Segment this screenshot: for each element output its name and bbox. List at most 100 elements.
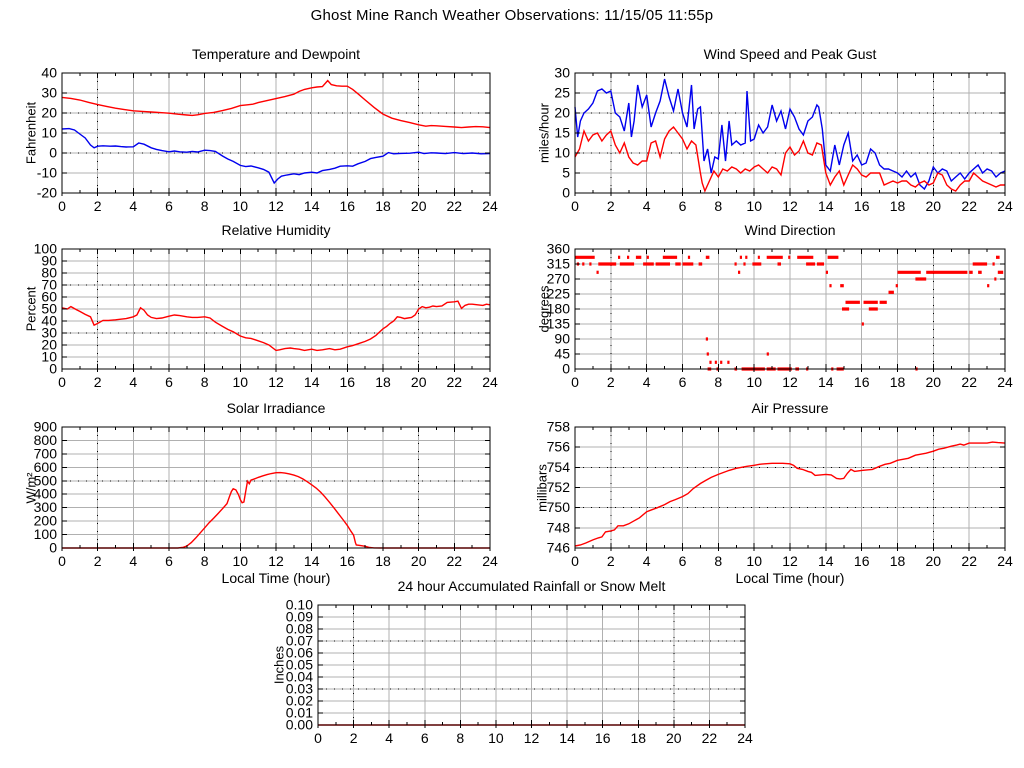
svg-text:800: 800 (34, 432, 58, 448)
svg-text:12: 12 (268, 553, 284, 569)
svg-text:8: 8 (456, 730, 464, 746)
svg-text:22: 22 (961, 198, 977, 214)
svg-text:6: 6 (165, 374, 173, 390)
svg-text:14: 14 (559, 730, 575, 746)
svg-text:40: 40 (41, 313, 57, 329)
svg-text:6: 6 (679, 553, 687, 569)
x-axis-label: Local Time (hour) (735, 570, 845, 586)
svg-text:0: 0 (571, 553, 579, 569)
svg-text:12: 12 (782, 198, 798, 214)
svg-text:10: 10 (746, 374, 762, 390)
plot-area: 0 2 4 6 8 10 12 14 16 18 20 22 24 0 100 200 300 400 500 600… (34, 419, 498, 570)
svg-text:0: 0 (571, 374, 579, 390)
svg-text:90: 90 (554, 331, 570, 347)
svg-text:2: 2 (607, 198, 615, 214)
svg-text:5: 5 (562, 165, 570, 181)
svg-text:-20: -20 (37, 185, 57, 201)
svg-text:30: 30 (41, 85, 57, 101)
svg-text:22: 22 (447, 198, 463, 214)
svg-text:0.02: 0.02 (286, 693, 313, 709)
chart-title: Relative Humidity (221, 222, 331, 238)
svg-text:0: 0 (49, 540, 57, 556)
plot-area: 0 2 4 6 8 10 12 14 16 18 20 22 24 746 748 750 752 754 756 7… (547, 419, 1013, 570)
svg-text:300: 300 (34, 499, 58, 515)
svg-text:0: 0 (562, 361, 570, 377)
svg-text:22: 22 (961, 374, 977, 390)
svg-text:14: 14 (818, 198, 834, 214)
svg-text:6: 6 (679, 374, 687, 390)
svg-text:16: 16 (340, 553, 356, 569)
svg-text:500: 500 (34, 472, 58, 488)
svg-text:10: 10 (41, 125, 57, 141)
svg-text:4: 4 (643, 198, 651, 214)
svg-text:20: 20 (554, 105, 570, 121)
svg-text:0.04: 0.04 (286, 669, 313, 685)
svg-text:10: 10 (488, 730, 504, 746)
svg-text:0: 0 (58, 374, 66, 390)
chart-canvas: 0 2 4 6 8 10 12 14 16 18 20 22 240102030405060708090… (34, 241, 498, 391)
svg-text:748: 748 (547, 519, 571, 535)
svg-text:20: 20 (41, 337, 57, 353)
svg-text:12: 12 (268, 198, 284, 214)
svg-text:16: 16 (854, 198, 870, 214)
chart-air-pressure: Air Pressure millibars 0 2 4 6 8 10 12 14 16 18 20… (535, 400, 1013, 586)
svg-text:20: 20 (666, 730, 682, 746)
svg-text:2: 2 (94, 374, 102, 390)
svg-text:0.05: 0.05 (286, 657, 313, 673)
svg-text:14: 14 (304, 198, 320, 214)
svg-text:15: 15 (554, 125, 570, 141)
svg-text:2: 2 (607, 553, 615, 569)
chart-title: Solar Irradiance (226, 400, 326, 416)
svg-text:754: 754 (547, 459, 571, 475)
svg-text:8: 8 (714, 374, 722, 390)
svg-text:0.10: 0.10 (286, 597, 313, 613)
svg-text:8: 8 (714, 553, 722, 569)
svg-text:20: 20 (411, 553, 427, 569)
svg-text:2: 2 (607, 374, 615, 390)
svg-text:16: 16 (340, 374, 356, 390)
svg-text:18: 18 (631, 730, 647, 746)
plot-area: 0 2 4 6 8 10 12 14 16 18 20 22 24 0 45 90 135 180 225 270 31… (547, 241, 1013, 391)
svg-text:45: 45 (554, 346, 570, 362)
svg-text:6: 6 (165, 553, 173, 569)
svg-text:16: 16 (340, 198, 356, 214)
svg-text:30: 30 (554, 65, 570, 81)
svg-text:0.09: 0.09 (286, 609, 313, 625)
svg-text:200: 200 (34, 513, 58, 529)
svg-text:0.06: 0.06 (286, 645, 313, 661)
x-axis-label: Local Time (hour) (221, 570, 331, 586)
svg-text:12: 12 (268, 374, 284, 390)
chart-rainfall-snow-melt: 24 hour Accumulated Rainfall or Snow Mel… (272, 578, 753, 746)
svg-text:6: 6 (421, 730, 429, 746)
svg-text:20: 20 (411, 198, 427, 214)
chart-relative-humidity: Relative Humidity Percent 0 2 4 6 8 10 12 14 16 1… (24, 222, 498, 390)
svg-text:315: 315 (547, 256, 571, 272)
chart-title: Wind Direction (744, 222, 836, 238)
svg-text:-10: -10 (37, 165, 57, 181)
svg-text:30: 30 (41, 325, 57, 341)
svg-text:24: 24 (997, 198, 1013, 214)
svg-text:0: 0 (562, 185, 570, 201)
svg-text:750: 750 (547, 499, 571, 515)
svg-text:22: 22 (961, 553, 977, 569)
svg-text:270: 270 (547, 271, 571, 287)
chart-canvas: 0 2 4 6 8 10 12 14 16 18 20 22 240459013518022527031… (547, 241, 1013, 391)
svg-text:0: 0 (571, 198, 579, 214)
svg-text:4: 4 (129, 374, 137, 390)
svg-text:50: 50 (41, 301, 57, 317)
svg-text:18: 18 (375, 198, 391, 214)
page-title: Ghost Mine Ranch Weather Observations: 1… (310, 7, 714, 24)
svg-text:20: 20 (926, 374, 942, 390)
svg-text:2: 2 (94, 198, 102, 214)
chart-title: 24 hour Accumulated Rainfall or Snow Mel… (397, 578, 666, 594)
svg-text:12: 12 (524, 730, 540, 746)
chart-title: Wind Speed and Peak Gust (703, 46, 877, 62)
svg-text:360: 360 (547, 241, 571, 257)
svg-text:18: 18 (890, 198, 906, 214)
svg-text:756: 756 (547, 439, 571, 455)
svg-text:0: 0 (49, 145, 57, 161)
svg-text:22: 22 (702, 730, 718, 746)
svg-text:0.07: 0.07 (286, 633, 313, 649)
svg-text:10: 10 (41, 349, 57, 365)
